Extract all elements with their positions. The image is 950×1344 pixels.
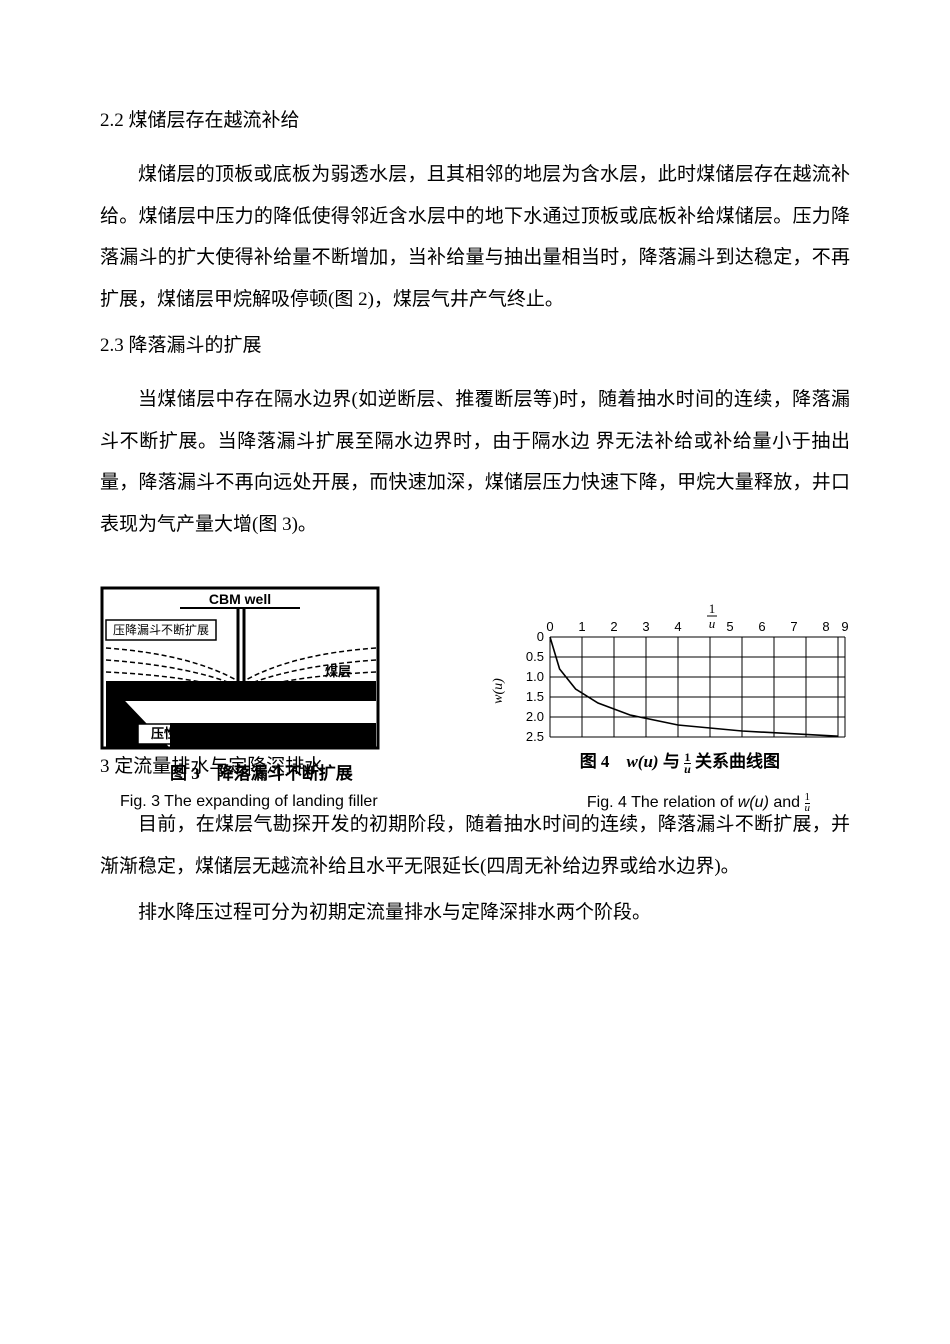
figure-4-svg: 1 u 0 1 2 3 4 5 6 7 8 9 0 0.5 1.0 1.5 [480, 601, 850, 751]
fig3-well-label: CBM well [209, 591, 271, 607]
section-3-para1: 目前，在煤层气勘探开发的初期阶段，随着抽水时间的连续，降落漏斗不断扩展，并渐渐稳… [100, 804, 850, 888]
svg-text:1.0: 1.0 [526, 669, 544, 684]
svg-text:3: 3 [642, 619, 649, 634]
figure-3-caption-cn: 图 3 降落漏斗不断扩展 [170, 759, 353, 784]
figure-3-svg: CBM well 压降漏斗不断扩展 煤层 压性断层 [100, 586, 380, 751]
figure-4-caption-en: Fig. 4 The relation of w(u) and 1u [587, 793, 810, 814]
svg-text:u: u [709, 616, 716, 631]
section-2-2-heading: 2.2 煤储层存在越流补给 [100, 100, 850, 142]
section-2-3-para: 当煤储层中存在隔水边界(如逆断层、推覆断层等)时，随着抽水时间的连续，降落漏斗不… [100, 379, 850, 546]
svg-text:0.5: 0.5 [526, 649, 544, 664]
svg-text:1: 1 [709, 601, 716, 616]
fig3-funnel-label: 压降漏斗不断扩展 [113, 622, 209, 637]
svg-text:w(u): w(u) [491, 678, 506, 704]
fig3-coal-label: 煤层 [325, 664, 351, 679]
svg-text:2: 2 [610, 619, 617, 634]
svg-text:7: 7 [790, 619, 797, 634]
section-2-3-heading: 2.3 降落漏斗的扩展 [100, 325, 850, 367]
caption-overlap-area: 3 定流量排水与定降深排水 图 3 降落漏斗不断扩展 图 4 w(u) 与 1u… [100, 751, 850, 888]
svg-text:1.5: 1.5 [526, 689, 544, 704]
figure-4: 1 u 0 1 2 3 4 5 6 7 8 9 0 0.5 1.0 1.5 [480, 601, 850, 751]
svg-text:9: 9 [841, 619, 848, 634]
svg-text:2.0: 2.0 [526, 709, 544, 724]
svg-text:0: 0 [546, 619, 553, 634]
svg-text:6: 6 [758, 619, 765, 634]
figure-3-caption-en: Fig. 3 The expanding of landing filler [120, 793, 378, 811]
figure-4-caption-cn: 图 4 w(u) 与 1u 关系曲线图 [580, 747, 780, 774]
svg-text:1: 1 [578, 619, 585, 634]
svg-text:4: 4 [674, 619, 681, 634]
section-3-para2: 排水降压过程可分为初期定流量排水与定降深排水两个阶段。 [100, 892, 850, 934]
svg-text:8: 8 [822, 619, 829, 634]
section-2-2-para: 煤储层的顶板或底板为弱透水层，且其相邻的地层为含水层，此时煤储层存在越流补给。煤… [100, 154, 850, 321]
svg-text:2.5: 2.5 [526, 729, 544, 744]
svg-text:0: 0 [537, 629, 544, 644]
figure-3: CBM well 压降漏斗不断扩展 煤层 压性断层 [100, 586, 380, 751]
svg-text:5: 5 [726, 619, 733, 634]
